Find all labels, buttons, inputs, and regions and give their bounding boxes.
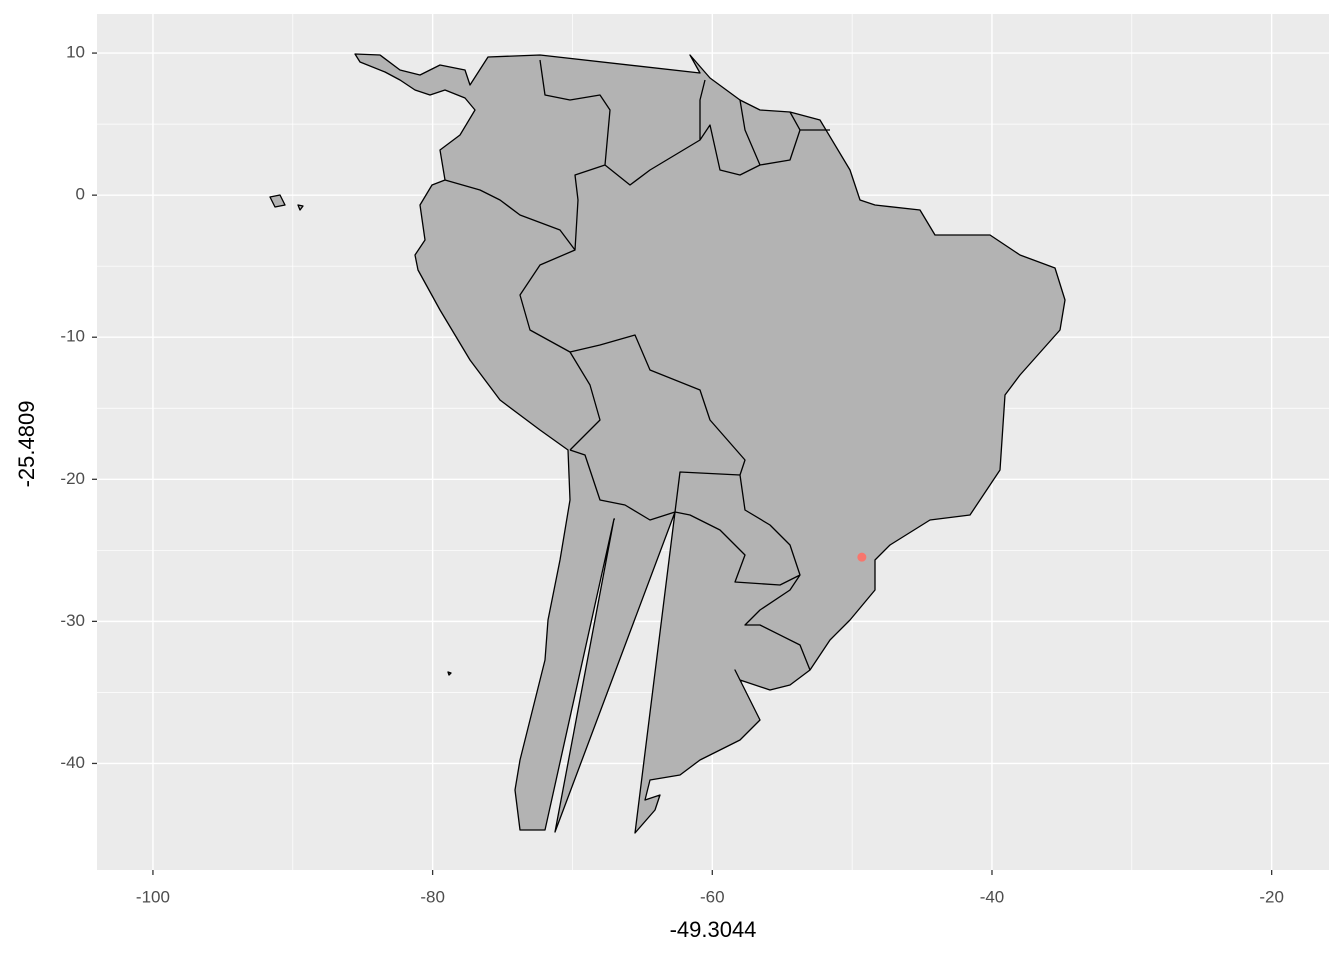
axes: -100 -80 -60 -40 -20 10 0 -10 -20 -30 -40 (60, 43, 1284, 907)
grid (97, 14, 1329, 870)
x-tick-label: -100 (136, 887, 170, 906)
y-tick-label: 10 (66, 43, 85, 62)
y-tick-label: -40 (60, 753, 85, 772)
y-axis-title: -25.4809 (14, 401, 39, 488)
y-tick-label: -20 (60, 469, 85, 488)
point (857, 552, 867, 562)
x-axis-title: -49.3044 (670, 917, 757, 942)
x-tick-label: -80 (420, 887, 445, 906)
x-tick-label: -20 (1259, 887, 1284, 906)
y-tick-label: -10 (60, 327, 85, 346)
y-tick-label: 0 (76, 185, 85, 204)
x-tick-label: -40 (980, 887, 1005, 906)
islands (269, 194, 452, 676)
map (269, 53, 1066, 834)
y-tick-label: -30 (60, 611, 85, 630)
x-tick-label: -60 (700, 887, 725, 906)
borders (444, 59, 830, 671)
